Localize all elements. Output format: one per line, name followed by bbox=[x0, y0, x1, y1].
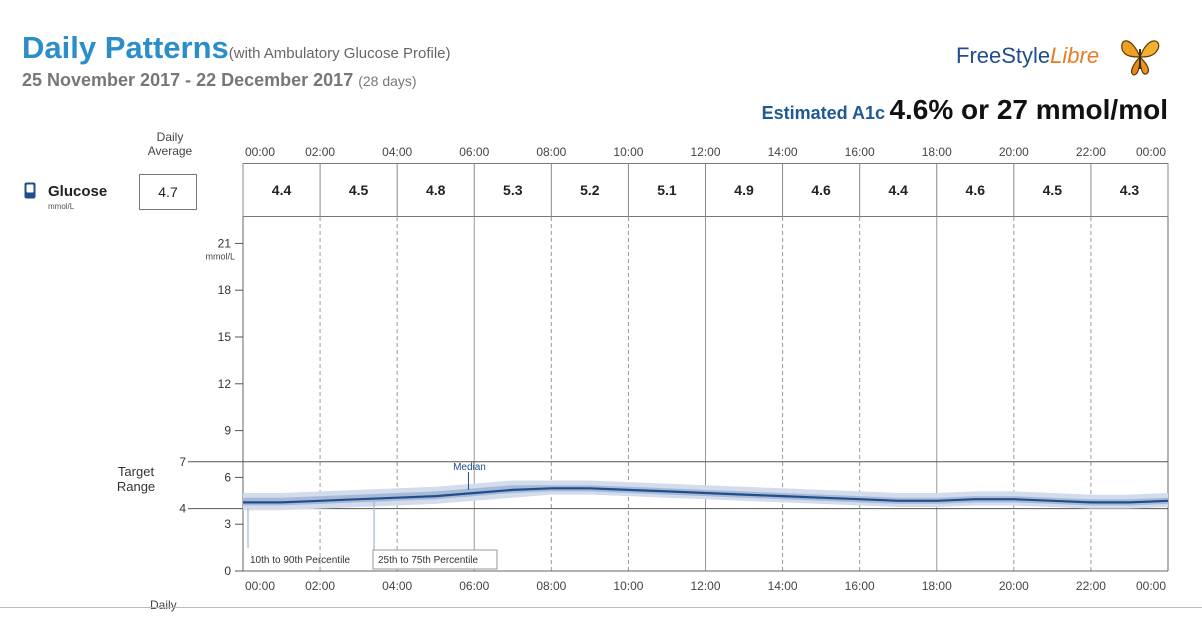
x-tick-label: 18:00 bbox=[921, 579, 952, 593]
x-tick-label: 06:00 bbox=[459, 579, 490, 593]
y-tick-label: 21 bbox=[218, 236, 232, 250]
hourly-average-cell: 4.5 bbox=[348, 182, 369, 198]
target-range-label-line1: Target bbox=[117, 464, 155, 479]
y-axis-unit-label: mmol/L bbox=[205, 251, 235, 261]
daily-average-value: 4.7 bbox=[139, 174, 197, 210]
hourly-average-cell: 5.2 bbox=[580, 182, 600, 198]
top-hour-label: 12:00 bbox=[690, 145, 721, 159]
y-tick-label: 3 bbox=[224, 517, 231, 531]
top-hour-label: 20:00 bbox=[998, 145, 1029, 159]
y-tick-label: 15 bbox=[218, 330, 232, 344]
hourly-average-cell: 4.6 bbox=[811, 182, 831, 198]
y-tick-label: 0 bbox=[224, 564, 231, 578]
median-line bbox=[243, 487, 1169, 504]
top-hour-label: 10:00 bbox=[613, 145, 644, 159]
hourly-average-cell: 4.4 bbox=[888, 182, 908, 198]
x-tick-label: 00:00 bbox=[244, 579, 276, 593]
top-hour-label: 22:00 bbox=[1075, 145, 1106, 159]
hourly-average-cell: 4.9 bbox=[734, 182, 754, 198]
hourly-average-cell: 4.5 bbox=[1042, 182, 1063, 198]
bottom-divider bbox=[0, 607, 1202, 608]
x-tick-label: 04:00 bbox=[382, 579, 413, 593]
x-tick-label: 20:00 bbox=[998, 579, 1029, 593]
x-tick-label: 14:00 bbox=[767, 579, 798, 593]
top-hour-label: 08:00 bbox=[536, 145, 567, 159]
y-tick-label: 12 bbox=[218, 377, 232, 391]
p10-90-annotation: 10th to 90th Percentile bbox=[250, 555, 351, 566]
top-hour-label: 16:00 bbox=[844, 145, 875, 159]
glucose-row-unit: mmol/L bbox=[48, 202, 75, 211]
y-tick-label: 6 bbox=[224, 470, 231, 484]
p25-75-annotation: 25th to 75th Percentile bbox=[378, 555, 479, 566]
x-tick-label: 12:00 bbox=[690, 579, 721, 593]
brand-logo: FreeStyleLibre bbox=[956, 35, 1171, 85]
y-tick-label: 4 bbox=[179, 502, 186, 516]
glucose-sensor-icon bbox=[24, 182, 36, 199]
top-hour-label: 00:00 bbox=[244, 145, 276, 159]
estimated-a1c: Estimated A1c 4.6% or 27 mmol/mol bbox=[762, 94, 1168, 126]
top-hour-label: 18:00 bbox=[921, 145, 952, 159]
butterfly-icon bbox=[1121, 40, 1160, 76]
page-title: Daily Patterns(with Ambulatory Glucose P… bbox=[22, 30, 451, 66]
x-tick-label: 22:00 bbox=[1075, 579, 1106, 593]
top-hour-label: 00:00 bbox=[1135, 145, 1167, 159]
hourly-average-cell: 5.3 bbox=[503, 182, 523, 198]
x-tick-label: 08:00 bbox=[536, 579, 567, 593]
title-text: Daily Patterns bbox=[22, 30, 229, 65]
top-hour-label: 14:00 bbox=[767, 145, 798, 159]
median-annotation: Median bbox=[453, 462, 486, 473]
hourly-average-cell: 4.8 bbox=[425, 182, 446, 198]
x-tick-label: 00:00 bbox=[1135, 579, 1167, 593]
hourly-average-cell: 4.6 bbox=[965, 182, 986, 198]
y-tick-label: 9 bbox=[224, 424, 231, 438]
glucose-row-label: Glucose bbox=[48, 183, 108, 200]
top-hour-label: 04:00 bbox=[382, 145, 413, 159]
title-suffix: (with Ambulatory Glucose Profile) bbox=[228, 45, 451, 62]
target-range-label: Target Range bbox=[104, 464, 168, 494]
daily-average-header-line2: Average bbox=[147, 144, 193, 158]
date-range: 25 November 2017 - 22 December 2017 (28 … bbox=[22, 70, 417, 91]
x-tick-label: 16:00 bbox=[844, 579, 875, 593]
hourly-average-cell: 4.4 bbox=[271, 182, 292, 198]
brand-libre-text: Libre bbox=[1050, 43, 1100, 68]
a1c-label: Estimated A1c bbox=[761, 103, 885, 123]
day-count: (28 days) bbox=[358, 73, 417, 89]
a1c-value: 4.6% or 27 mmol/mol bbox=[889, 94, 1168, 125]
daily-average-header: Daily Average bbox=[130, 130, 210, 158]
hourly-average-cell: 4.3 bbox=[1119, 182, 1140, 198]
x-tick-label: 10:00 bbox=[613, 579, 644, 593]
top-hour-label: 02:00 bbox=[305, 145, 336, 159]
y-tick-label: 7 bbox=[179, 455, 186, 469]
top-hour-label: 06:00 bbox=[459, 145, 490, 159]
y-tick-label: 18 bbox=[218, 283, 232, 297]
brand-free-text: FreeStyle bbox=[956, 43, 1051, 68]
daily-average-header-line1: Daily bbox=[156, 130, 184, 144]
bottom-daily-label: Daily bbox=[150, 598, 177, 612]
target-range-label-line2: Range bbox=[116, 479, 156, 494]
p25-75-annotation-box bbox=[372, 549, 498, 570]
date-range-text: 25 November 2017 - 22 December 2017 bbox=[22, 70, 354, 90]
hourly-average-cell: 5.1 bbox=[657, 182, 677, 198]
x-tick-label: 02:00 bbox=[305, 579, 336, 593]
